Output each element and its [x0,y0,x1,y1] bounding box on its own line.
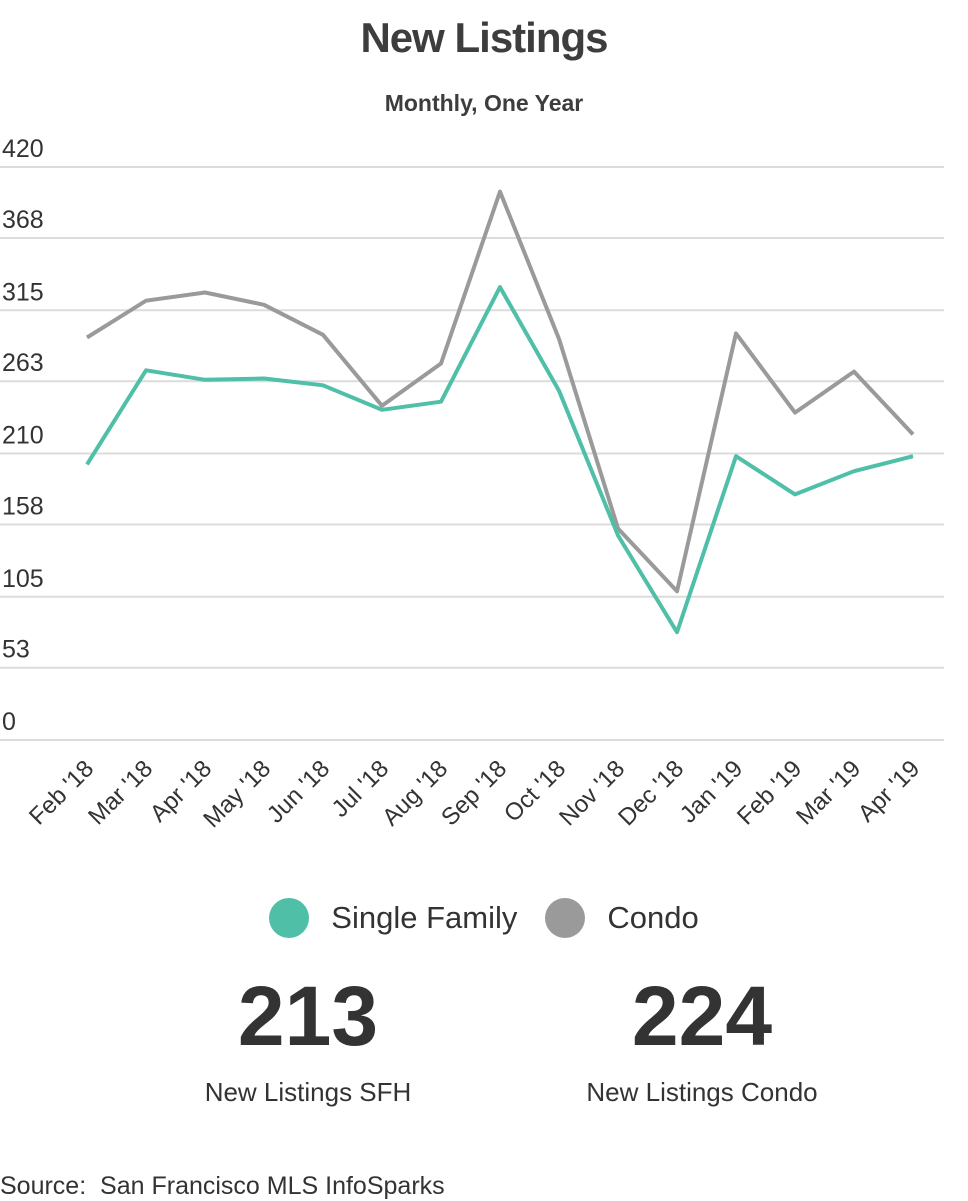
x-tick-label: Aug '18 [377,755,453,831]
x-tick-label: Mar '19 [791,755,866,830]
legend-label-single-family: Single Family [331,900,518,935]
y-tick-label: 158 [2,492,44,520]
x-tick-label: Apr '19 [853,755,925,827]
x-tick-label: Dec '18 [613,755,689,831]
kpi-sfh-value: 213 [237,969,379,1063]
kpi-sfh: 213 New Listings SFH [98,966,518,1108]
legend-item-condo: Condo [545,898,699,938]
y-tick-label: 263 [2,349,44,377]
y-tick-label: 53 [2,636,30,664]
x-tick-label: Jun '18 [262,755,335,828]
chart-subtitle: Monthly, One Year [384,90,584,116]
x-tick-label: Feb '19 [732,755,807,830]
x-tick-label: Mar '18 [83,755,158,830]
kpi-condo-label: New Listings Condo [586,1076,818,1107]
y-tick-label: 368 [2,206,44,234]
y-tick-label: 315 [2,278,44,306]
source-note: Source: San Francisco MLS InfoSparks [0,1172,445,1200]
y-tick-label: 0 [2,708,16,736]
y-tick-label: 105 [2,565,44,593]
x-tick-label: Feb '18 [24,755,99,830]
series-line-condo [85,189,915,594]
x-tick-label: May '18 [198,755,276,833]
kpi-condo-value: 224 [631,969,773,1063]
chart-legend: Single Family Condo [0,898,968,938]
legend-swatch-single-family [269,898,310,938]
chart-title: New Listings [360,14,608,61]
kpi-sfh-label: New Listings SFH [204,1076,412,1107]
y-tick-label: 420 [2,135,44,163]
x-tick-label: Nov '18 [554,755,630,831]
x-tick-label: Sep '18 [436,755,512,831]
legend-item-single-family: Single Family [269,898,517,938]
legend-swatch-condo [545,898,586,938]
series-line-single-family [85,285,914,635]
y-tick-label: 210 [2,422,44,450]
kpi-condo: 224 New Listings Condo [492,966,912,1108]
legend-label-condo: Condo [607,900,699,935]
